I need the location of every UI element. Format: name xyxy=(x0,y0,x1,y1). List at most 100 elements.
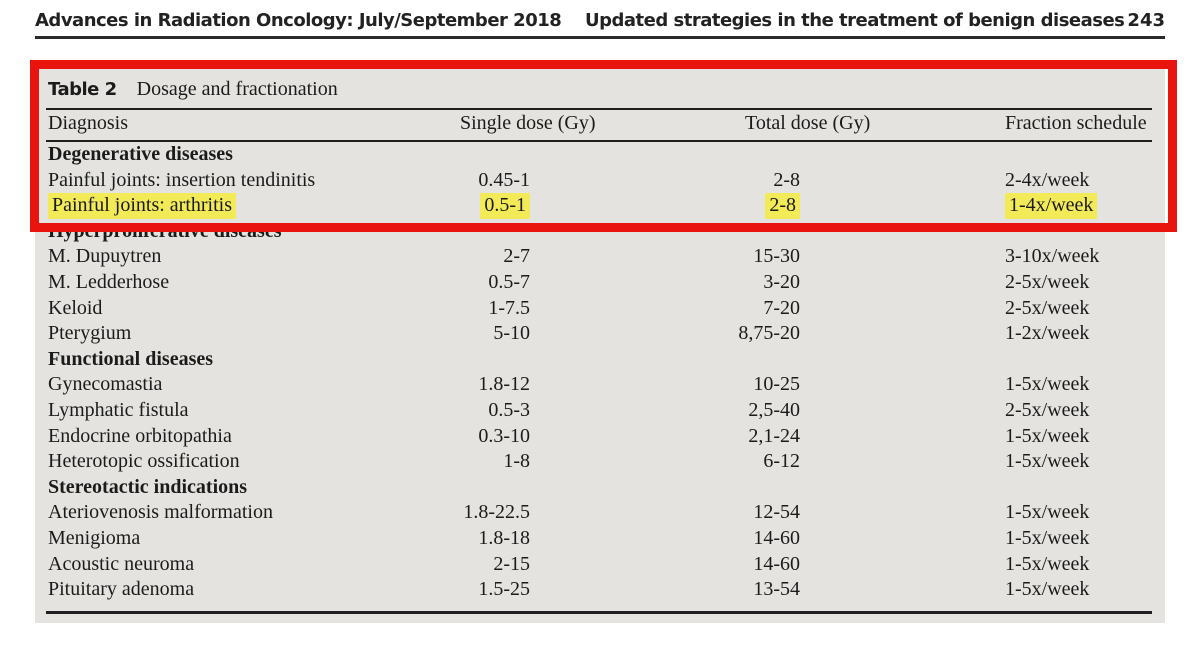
cell-text: 6-12 xyxy=(763,450,800,473)
table-row: Menigioma 1.8-18 14-60 1-5x/week xyxy=(48,526,1152,552)
cell-text: 1.8-18 xyxy=(478,526,530,549)
article-title: Updated strategies in the treatment of b… xyxy=(585,10,1125,31)
cell-text: 3-10x/week xyxy=(1005,245,1100,268)
table-column-headers: Diagnosis Single dose (Gy) Total dose (G… xyxy=(48,112,1152,138)
cell-diagnosis: Functional diseases xyxy=(48,347,214,370)
cell-total-dose: 14-60 xyxy=(530,552,800,578)
cell-diagnosis: Keloid xyxy=(48,296,460,322)
table-row: Stereotactic indications xyxy=(48,475,1152,501)
cell-single-dose: 0.5-7 xyxy=(460,270,530,296)
cell-text: 2-5x/week xyxy=(1005,398,1090,421)
cell-text: 1-5x/week xyxy=(1005,526,1090,549)
cell-fraction-schedule: 2-5x/week xyxy=(1005,398,1152,424)
cell-total-dose: 12-54 xyxy=(530,500,800,526)
table-row: Lymphatic fistula 0.5-3 2,5-40 2-5x/week xyxy=(48,398,1152,424)
table-row: Painful joints: arthritis 0.5-1 2-8 1-4x… xyxy=(48,193,1152,219)
cell-fraction-schedule: 1-2x/week xyxy=(1005,321,1152,347)
cell-diagnosis: Pituitary adenoma xyxy=(48,577,460,603)
table-bottom-rule xyxy=(46,611,1152,614)
cell-text: Heterotopic ossification xyxy=(48,450,240,473)
cell-text: 14-60 xyxy=(753,552,800,575)
table-row: Degenerative diseases xyxy=(48,142,1152,168)
cell-diagnosis: Acoustic neuroma xyxy=(48,552,460,578)
cell-text: 1-5x/week xyxy=(1005,450,1090,473)
cell-text: 1-5x/week xyxy=(1005,501,1090,524)
cell-diagnosis: Menigioma xyxy=(48,526,460,552)
cell-diagnosis: Pterygium xyxy=(48,321,460,347)
cell-single-dose: 1-7.5 xyxy=(460,296,530,322)
cell-fraction-schedule: 1-4x/week xyxy=(1005,193,1152,219)
cell-text: 3-20 xyxy=(763,270,800,293)
cell-fraction-schedule: 2-5x/week xyxy=(1005,270,1152,296)
cell-fraction-schedule: 1-5x/week xyxy=(1005,424,1152,450)
header-row-rule xyxy=(46,140,1152,142)
cell-fraction-schedule: 2-5x/week xyxy=(1005,296,1152,322)
cell-text: Keloid xyxy=(48,296,103,319)
cell-text: 10-25 xyxy=(753,373,800,396)
cell-fraction-schedule xyxy=(1005,475,1152,501)
cell-single-dose: 1.5-25 xyxy=(460,577,530,603)
cell-diagnosis: Lymphatic fistula xyxy=(48,398,460,424)
table-row: M. Ledderhose 0.5-7 3-20 2-5x/week xyxy=(48,270,1152,296)
table-row: Pituitary adenoma 1.5-25 13-54 1-5x/week xyxy=(48,577,1152,603)
cell-text: 1-5x/week xyxy=(1005,578,1090,601)
table-row: Pterygium 5-10 8,75-20 1-2x/week xyxy=(48,321,1152,347)
highlighted-cell-text: 1-4x/week xyxy=(1005,193,1098,219)
cell-total-dose: 7-20 xyxy=(530,296,800,322)
cell-text: Menigioma xyxy=(48,526,141,549)
cell-text: 5-10 xyxy=(493,322,530,345)
cell-diagnosis: M. Ledderhose xyxy=(48,270,460,296)
table-row: Painful joints: insertion tendinitis 0.4… xyxy=(48,168,1152,194)
cell-fraction-schedule: 1-5x/week xyxy=(1005,577,1152,603)
cell-total-dose: 3-20 xyxy=(530,270,800,296)
cell-text: 2-5x/week xyxy=(1005,270,1090,293)
table-row: M. Dupuytren 2-7 15-30 3-10x/week xyxy=(48,244,1152,270)
cell-total-dose: 2-8 xyxy=(530,193,800,219)
header-rule xyxy=(35,36,1165,39)
cell-text: 1.8-12 xyxy=(478,373,530,396)
cell-text: Pituitary adenoma xyxy=(48,578,195,601)
cell-text: Painful joints: insertion tendinitis xyxy=(48,168,316,191)
cell-text: 0.45-1 xyxy=(478,168,530,191)
cell-diagnosis: Endocrine orbitopathia xyxy=(48,424,460,450)
cell-text: 7-20 xyxy=(763,296,800,319)
cell-diagnosis: Degenerative diseases xyxy=(48,143,233,165)
cell-fraction-schedule xyxy=(1005,347,1152,373)
red-annotation-box xyxy=(30,60,1177,232)
highlighted-cell-text: 0.5-1 xyxy=(480,193,530,219)
cell-total-dose: 14-60 xyxy=(530,526,800,552)
cell-text: 1-5x/week xyxy=(1005,373,1090,396)
cell-total-dose: 10-25 xyxy=(530,372,800,398)
cell-text: 2-7 xyxy=(503,245,530,268)
cell-single-dose: 0.5-1 xyxy=(460,193,530,219)
column-header-single-dose: Single dose (Gy) xyxy=(460,112,596,134)
cell-single-dose: 0.5-3 xyxy=(460,398,530,424)
cell-text: 1-5x/week xyxy=(1005,424,1090,447)
cell-single-dose: 1.8-22.5 xyxy=(460,500,530,526)
cell-total-dose xyxy=(530,347,800,373)
cell-text: 12-54 xyxy=(753,501,800,524)
cell-single-dose: 1.8-12 xyxy=(460,372,530,398)
cell-text: 15-30 xyxy=(753,245,800,268)
cell-text: Ateriovenosis malformation xyxy=(48,501,273,524)
cell-text: Acoustic neuroma xyxy=(48,552,195,575)
cell-fraction-schedule: 1-5x/week xyxy=(1005,526,1152,552)
table-row: Ateriovenosis malformation 1.8-22.5 12-5… xyxy=(48,500,1152,526)
cell-total-dose: 8,75-20 xyxy=(530,321,800,347)
column-header-diagnosis: Diagnosis xyxy=(48,112,128,134)
cell-single-dose: 2-7 xyxy=(460,244,530,270)
cell-text: 2,1-24 xyxy=(748,424,800,447)
highlighted-cell-text: 2-8 xyxy=(765,193,800,219)
cell-text: 0.5-3 xyxy=(488,398,530,421)
cell-text: Lymphatic fistula xyxy=(48,398,189,421)
cell-total-dose: 2-8 xyxy=(530,168,800,194)
cell-fraction-schedule: 1-5x/week xyxy=(1005,372,1152,398)
cell-total-dose: 2,1-24 xyxy=(530,424,800,450)
cell-fraction-schedule: 1-5x/week xyxy=(1005,449,1152,475)
cell-text: 2,5-40 xyxy=(748,398,800,421)
cell-single-dose: 1.8-18 xyxy=(460,526,530,552)
cell-text: 2-5x/week xyxy=(1005,296,1090,319)
table-row: Acoustic neuroma 2-15 14-60 1-5x/week xyxy=(48,552,1152,578)
table-panel: Table 2 Dosage and fractionation Diagnosi… xyxy=(35,68,1165,623)
table-row: Endocrine orbitopathia 0.3-10 2,1-24 1-5… xyxy=(48,424,1152,450)
